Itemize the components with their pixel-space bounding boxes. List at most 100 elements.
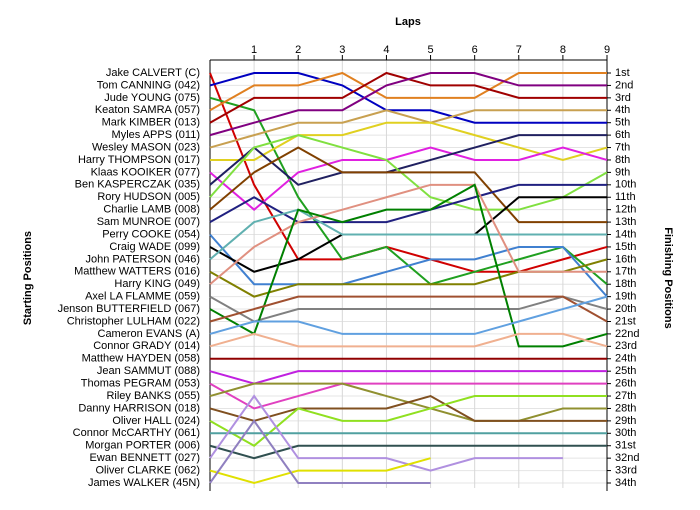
y2-tick-label: 7th	[615, 141, 630, 153]
y2-tick-label: 23rd	[615, 340, 637, 352]
y2-tick-label: 8th	[615, 154, 630, 166]
y-axis-label: Starting Positions	[22, 231, 34, 325]
series-line	[209, 134, 607, 186]
y2-axis-label: Finishing Positions	[662, 227, 674, 328]
x-tick-label: 7	[516, 44, 522, 56]
series-line	[209, 146, 607, 224]
y2-tick-label: 31st	[615, 440, 636, 452]
y2-tick-label: 13th	[615, 216, 636, 228]
y2-tick-label: 15th	[615, 241, 636, 253]
y2-tick-label: 24th	[615, 353, 636, 365]
series-line	[209, 332, 608, 348]
y2-tick-label: 17th	[615, 266, 636, 278]
series-line	[209, 419, 431, 484]
x-tick-label: 4	[383, 44, 389, 56]
series-name: Cameron EVANS (A)	[98, 328, 201, 340]
x-tick-label: 1	[251, 44, 257, 56]
series-line	[209, 457, 431, 485]
y2-tick-label: 25th	[615, 365, 636, 377]
y2-tick-label: 21st	[615, 315, 636, 327]
y2-tick-label: 12th	[615, 204, 636, 216]
series-name: Matthew HAYDEN (058)	[82, 353, 200, 365]
series-name: Ben KASPERCZAK (035)	[75, 179, 200, 191]
series-name: John PATERSON (046)	[85, 253, 200, 265]
series-name: Matthew WATTERS (016)	[74, 266, 200, 278]
series-name: Tom CANNING (042)	[97, 79, 200, 91]
series-line	[209, 72, 608, 273]
y2-tick-label: 29th	[615, 415, 636, 427]
y2-tick-label: 19th	[615, 291, 636, 303]
y2-tick-label: 16th	[615, 253, 636, 265]
series-name: Ewan BENNETT (027)	[90, 452, 200, 464]
chart-title: Laps	[395, 16, 421, 28]
series-line	[209, 72, 607, 124]
series-line	[209, 183, 608, 348]
series-name: Craig WADE (099)	[109, 241, 200, 253]
series-name: Wesley MASON (023)	[92, 141, 200, 153]
series-line	[209, 134, 608, 211]
y2-tick-label: 5th	[615, 117, 630, 129]
series-name: James WALKER (45N)	[88, 477, 200, 489]
y2-tick-label: 32nd	[615, 452, 639, 464]
series-line	[209, 72, 607, 137]
series-name: Christopher LULHAM (022)	[67, 315, 200, 327]
series-line	[209, 370, 607, 385]
x-tick-label: 3	[339, 44, 345, 56]
y2-tick-label: 33rd	[615, 464, 637, 476]
series-name: Rory HUDSON (005)	[97, 191, 200, 203]
series-name: Jake CALVERT (C)	[106, 67, 200, 79]
series-line	[209, 233, 608, 298]
series-name: Jude YOUNG (075)	[104, 92, 200, 104]
series-name: Myles APPS (011)	[112, 129, 200, 141]
series-name: Sam MUNROE (007)	[97, 216, 200, 228]
y2-tick-label: 18th	[615, 278, 636, 290]
x-tick-label: 2	[295, 44, 301, 56]
series-line	[209, 208, 607, 261]
y2-tick-label: 27th	[615, 390, 636, 402]
series-name: Morgan PORTER (006)	[85, 440, 200, 452]
y2-tick-label: 9th	[615, 166, 630, 178]
series-line	[209, 295, 608, 323]
series-line	[209, 394, 563, 472]
series-name: Riley BANKS (055)	[106, 390, 200, 402]
y2-tick-label: 30th	[615, 427, 636, 439]
y2-tick-label: 3rd	[615, 92, 631, 104]
y2-tick-label: 26th	[615, 378, 636, 390]
y2-tick-label: 4th	[615, 104, 630, 116]
series-name: Thomas PEGRAM (053)	[81, 378, 200, 390]
series-name: Connor McCARTHY (061)	[73, 427, 200, 439]
x-tick-label: 9	[604, 44, 610, 56]
y2-tick-label: 1st	[615, 67, 630, 79]
y2-tick-label: 14th	[615, 228, 636, 240]
y2-tick-label: 6th	[615, 129, 630, 141]
y2-tick-label: 28th	[615, 402, 636, 414]
series-name: Danny HARRISON (018)	[78, 402, 200, 414]
series-name: Harry KING (049)	[114, 278, 200, 290]
series-name: Jean SAMMUT (088)	[97, 365, 200, 377]
series-name: Connor GRADY (014)	[93, 340, 200, 352]
y2-tick-label: 11th	[615, 191, 636, 203]
x-tick-label: 5	[427, 44, 433, 56]
y2-tick-label: 34th	[615, 477, 636, 489]
y2-tick-label: 22nd	[615, 328, 639, 340]
y2-tick-label: 2nd	[615, 79, 633, 91]
series-name: Jenson BUTTERFIELD (067)	[58, 303, 200, 315]
series-line	[209, 295, 608, 323]
series-name: Harry THOMPSON (017)	[78, 154, 200, 166]
series-line	[209, 183, 607, 224]
series-name: Keaton SAMRA (057)	[95, 104, 200, 116]
series-line	[209, 382, 607, 410]
series-name: Axel LA FLAMME (059)	[85, 291, 200, 303]
series-line	[209, 71, 607, 112]
series-name: Charlie LAMB (008)	[103, 204, 200, 216]
series-line	[209, 109, 607, 149]
series-name: Perry COOKE (054)	[102, 228, 200, 240]
series-line	[209, 295, 608, 335]
x-tick-label: 8	[560, 44, 566, 56]
series-name: Oliver CLARKE (062)	[95, 464, 200, 476]
series-line	[209, 183, 607, 285]
y2-tick-label: 20th	[615, 303, 636, 315]
y2-tick-label: 10th	[615, 179, 636, 191]
series-line	[209, 146, 608, 211]
